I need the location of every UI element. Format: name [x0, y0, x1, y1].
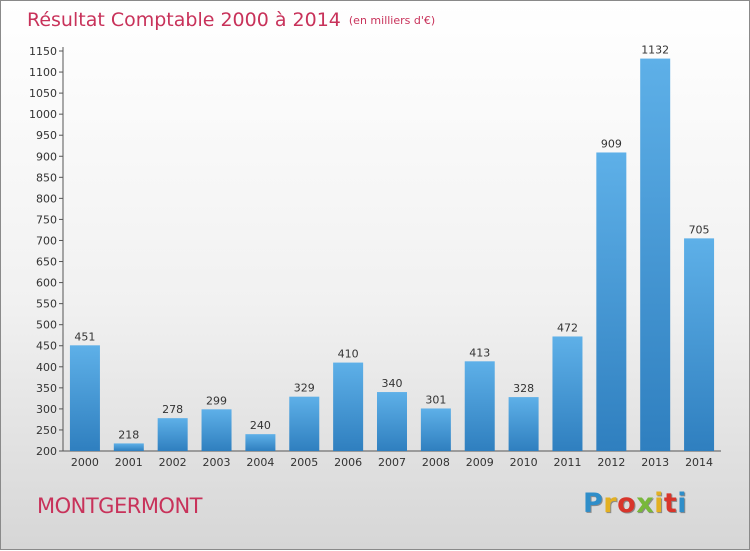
proxiti-logo: Proxiti	[583, 488, 687, 519]
data-labels: 451 218 278 299 240 329 410 340 301 413 328 472 909 1…	[74, 44, 709, 442]
x-tick-label: 2014	[685, 456, 713, 469]
y-tick-label: 350	[36, 382, 57, 395]
data-label: 328	[513, 382, 534, 395]
data-label: 218	[118, 428, 139, 441]
bar	[508, 397, 539, 451]
data-label: 340	[382, 377, 403, 390]
x-tick-label: 2000	[71, 456, 99, 469]
y-tick-label: 450	[36, 340, 57, 353]
data-label: 329	[294, 382, 315, 395]
y-tick-label: 1100	[29, 66, 57, 79]
bar	[69, 345, 100, 451]
bar	[420, 408, 451, 451]
x-tick-label: 2001	[115, 456, 143, 469]
chart-title: Résultat Comptable 2000 à 2014 (en millie…	[27, 9, 435, 31]
logo-letter: x	[636, 488, 655, 519]
bar	[596, 152, 627, 451]
x-tick-label: 2011	[553, 456, 581, 469]
bar	[640, 58, 671, 451]
y-tick-label: 1150	[29, 45, 57, 58]
bar	[464, 361, 495, 451]
logo-letter: i	[654, 488, 664, 519]
data-label: 240	[250, 419, 271, 432]
data-label: 301	[425, 393, 446, 406]
chart-title-text: Résultat Comptable 2000 à 2014	[27, 9, 341, 31]
y-tick-label: 650	[36, 256, 57, 269]
y-tick-label: 550	[36, 298, 57, 311]
bar	[333, 362, 364, 451]
bar	[377, 392, 407, 451]
y-tick-label: 600	[36, 277, 57, 290]
bar	[157, 418, 188, 451]
data-label: 278	[162, 403, 183, 416]
logo-letter: i	[677, 488, 688, 519]
y-tick-label: 400	[36, 361, 57, 374]
bar	[684, 238, 715, 451]
y-tick-label: 250	[36, 424, 57, 437]
data-label: 705	[689, 223, 710, 236]
y-tick-label: 900	[36, 150, 57, 163]
data-label: 410	[338, 348, 359, 361]
y-tick-label: 950	[36, 129, 57, 142]
data-label: 299	[206, 394, 227, 407]
x-tick-label: 2005	[290, 456, 318, 469]
logo-letter: P	[583, 488, 604, 519]
logo-letter: r	[603, 488, 618, 519]
chart-unit-note: (en milliers d'€)	[348, 14, 436, 27]
y-tick-label: 750	[36, 213, 57, 226]
data-label: 413	[469, 346, 490, 359]
y-tick-label: 850	[36, 171, 57, 184]
x-tick-label: 2013	[641, 456, 669, 469]
logo-letter: t	[663, 488, 678, 519]
x-tick-label: 2009	[466, 456, 494, 469]
y-tick-label: 300	[36, 403, 57, 416]
x-tick-label: 2007	[378, 456, 406, 469]
x-tick-label: 2008	[422, 456, 450, 469]
y-tick-label: 800	[36, 192, 57, 205]
bar	[113, 443, 144, 451]
data-label: 451	[74, 330, 95, 343]
y-axis: 200 250 300 350 400 450 500 550 600 650 700 750 800 8…	[29, 45, 64, 458]
bar	[289, 396, 320, 451]
data-label: 1132	[641, 44, 669, 57]
y-tick-label: 700	[36, 234, 57, 247]
x-tick-label: 2002	[159, 456, 187, 469]
bars	[69, 58, 715, 451]
x-tick-label: 2012	[597, 456, 625, 469]
commune-name: MONTGERMONT	[37, 494, 203, 518]
x-tick-label: 2004	[246, 456, 274, 469]
data-label: 472	[557, 321, 578, 334]
x-axis: 2000 2001 2002 2003 2004 2005 2006 2007 2008 2009…	[63, 450, 721, 469]
bar	[201, 409, 232, 451]
y-tick-label: 500	[36, 319, 57, 332]
bar	[552, 336, 583, 451]
y-tick-label: 1050	[29, 87, 57, 100]
x-tick-label: 2006	[334, 456, 362, 469]
logo-letter: o	[617, 488, 637, 519]
y-tick-label: 200	[36, 445, 57, 458]
x-tick-label: 2010	[510, 456, 538, 469]
bar	[245, 434, 276, 451]
data-label: 909	[601, 137, 622, 150]
y-tick-label: 1000	[29, 108, 57, 121]
x-tick-label: 2003	[203, 456, 231, 469]
